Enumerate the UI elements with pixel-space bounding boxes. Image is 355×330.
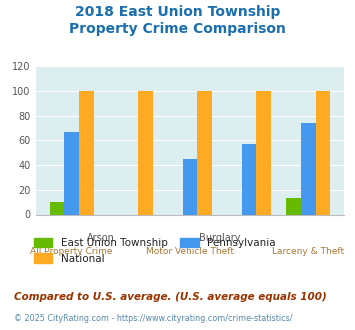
Bar <box>316 91 330 214</box>
Bar <box>301 123 316 214</box>
Bar <box>197 91 212 214</box>
Text: Compared to U.S. average. (U.S. average equals 100): Compared to U.S. average. (U.S. average … <box>14 292 327 302</box>
Text: © 2025 CityRating.com - https://www.cityrating.com/crime-statistics/: © 2025 CityRating.com - https://www.city… <box>14 314 293 323</box>
Bar <box>64 132 79 214</box>
Text: All Property Crime: All Property Crime <box>31 248 113 256</box>
Bar <box>182 159 197 214</box>
Text: Burglary: Burglary <box>199 233 240 243</box>
Bar <box>138 91 153 214</box>
Text: Arson: Arson <box>87 233 115 243</box>
Text: Motor Vehicle Theft: Motor Vehicle Theft <box>146 248 234 256</box>
Text: Larceny & Theft: Larceny & Theft <box>272 248 344 256</box>
Bar <box>50 202 64 215</box>
Legend: East Union Township, National, Pennsylvania: East Union Township, National, Pennsylva… <box>34 238 276 264</box>
Text: 2018 East Union Township
Property Crime Comparison: 2018 East Union Township Property Crime … <box>69 5 286 36</box>
Bar <box>242 144 256 214</box>
Bar <box>286 198 301 214</box>
Bar <box>256 91 271 214</box>
Bar <box>79 91 94 214</box>
